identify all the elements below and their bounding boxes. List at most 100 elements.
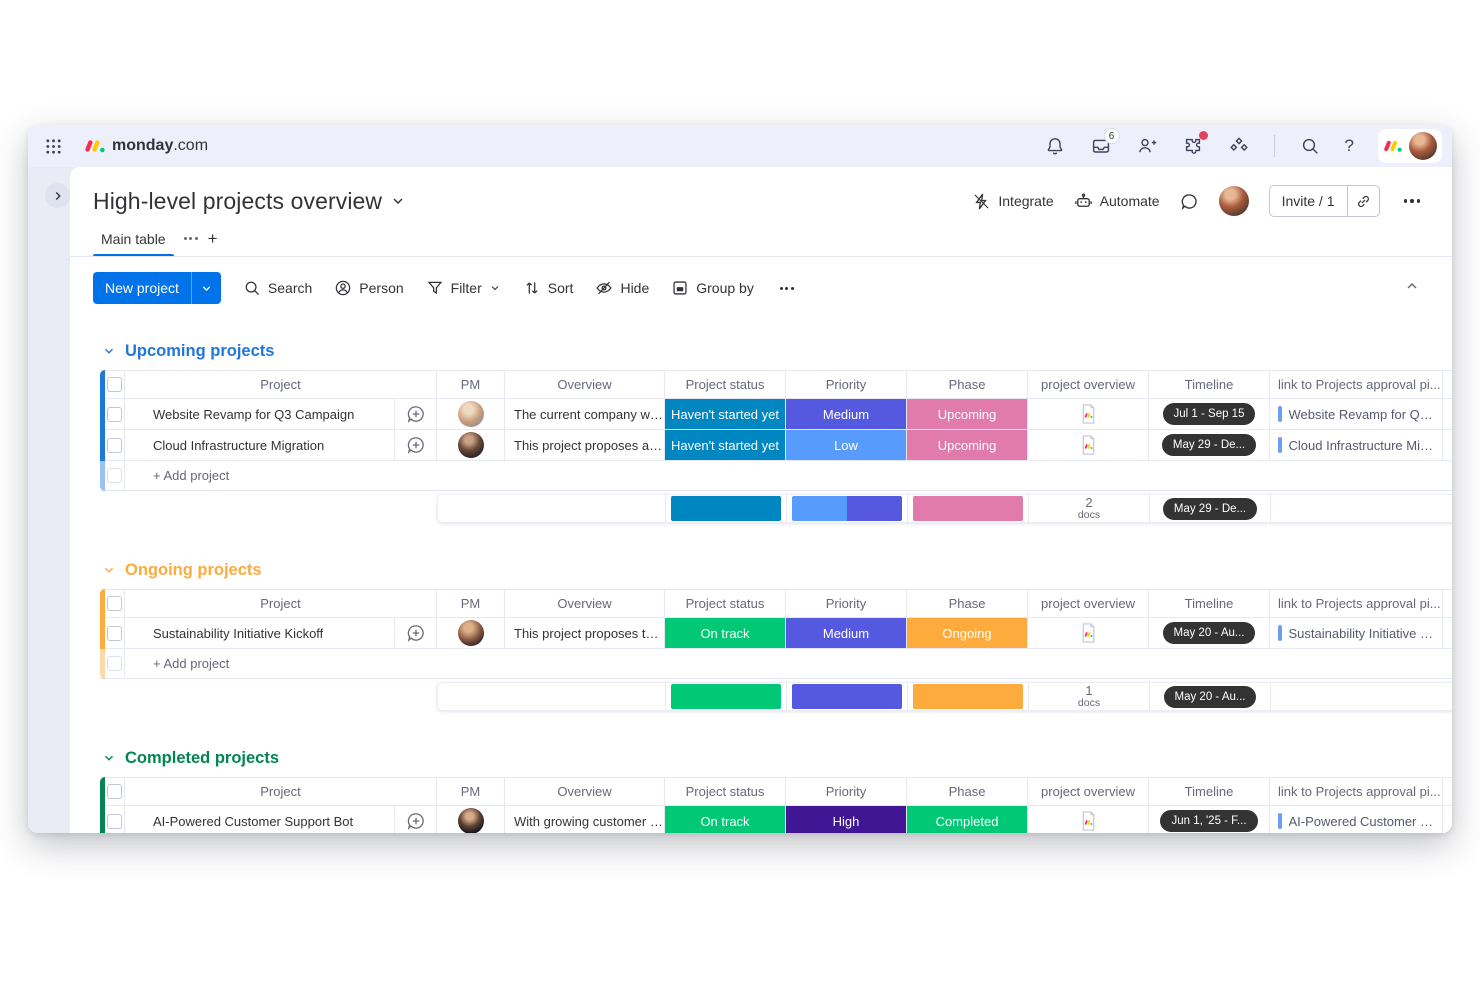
doc-cell[interactable] xyxy=(1028,399,1149,430)
monday-logo[interactable]: monday.com xyxy=(84,135,208,157)
row-checkbox[interactable] xyxy=(107,406,122,422)
overview-cell[interactable]: The current company we... xyxy=(505,399,665,430)
column-header-overview[interactable]: Overview xyxy=(505,370,665,399)
column-header-priority[interactable]: Priority xyxy=(786,370,907,399)
pm-avatar[interactable] xyxy=(457,432,484,458)
status-cell[interactable]: Haven't started yet xyxy=(665,399,786,430)
sort-tool[interactable]: Sort xyxy=(523,279,573,297)
row-checkbox[interactable] xyxy=(107,625,122,641)
add-update-cell[interactable] xyxy=(395,430,437,461)
search-tool[interactable]: Search xyxy=(243,279,312,297)
overview-cell[interactable]: This project proposes a c... xyxy=(505,430,665,461)
row-checkbox[interactable] xyxy=(107,437,122,453)
column-header-phase[interactable]: Phase xyxy=(907,370,1028,399)
column-header-phase[interactable]: Phase xyxy=(907,777,1028,806)
add-update-cell[interactable] xyxy=(395,806,437,833)
column-header-truncated[interactable] xyxy=(1443,777,1452,806)
column-header-phase[interactable]: Phase xyxy=(907,589,1028,618)
column-header-status[interactable]: Project status xyxy=(665,370,786,399)
new-project-dropdown[interactable] xyxy=(190,272,221,304)
timeline-pill[interactable]: Jun 1, '25 - F... xyxy=(1160,810,1258,832)
overview-cell[interactable]: With growing customer s... xyxy=(505,806,665,833)
column-header-truncated[interactable] xyxy=(1443,589,1452,618)
filter-tool[interactable]: Filter xyxy=(426,279,501,297)
add-update-cell[interactable] xyxy=(395,618,437,649)
invite-members-icon[interactable] xyxy=(1136,135,1158,157)
timeline-pill[interactable]: Jul 1 - Sep 15 xyxy=(1162,403,1256,425)
project-name-cell[interactable]: Website Revamp for Q3 Campaign xyxy=(125,399,395,430)
column-header-project[interactable]: Project xyxy=(125,589,437,618)
tab-main-table[interactable]: Main table xyxy=(93,227,174,256)
priority-cell[interactable]: Medium xyxy=(786,399,907,430)
select-all-checkbox[interactable] xyxy=(107,596,122,611)
column-header-link[interactable]: link to Projects approval pi... xyxy=(1270,370,1443,399)
pm-avatar[interactable] xyxy=(457,401,484,427)
row-checkbox[interactable] xyxy=(107,656,122,671)
invite-button[interactable]: Invite / 1 xyxy=(1281,193,1335,209)
column-header-overview[interactable]: Overview xyxy=(505,589,665,618)
status-cell[interactable]: Haven't started yet xyxy=(665,430,786,461)
pm-cell[interactable] xyxy=(437,430,505,461)
column-header-project[interactable]: Project xyxy=(125,370,437,399)
column-header-priority[interactable]: Priority xyxy=(786,777,907,806)
doc-cell[interactable] xyxy=(1028,618,1149,649)
column-header-pm[interactable]: PM xyxy=(437,370,505,399)
timeline-pill[interactable]: May 20 - Au... xyxy=(1162,622,1256,644)
phase-cell[interactable]: Upcoming xyxy=(907,430,1028,461)
hide-tool[interactable]: Hide xyxy=(595,279,649,297)
status-cell[interactable]: On track xyxy=(665,618,786,649)
column-header-project[interactable]: Project xyxy=(125,777,437,806)
pm-cell[interactable] xyxy=(437,618,505,649)
column-header-truncated[interactable] xyxy=(1443,370,1452,399)
board-title[interactable]: High-level projects overview xyxy=(93,188,406,215)
search-icon[interactable] xyxy=(1299,135,1321,157)
column-header-link[interactable]: link to Projects approval pi... xyxy=(1270,589,1443,618)
expand-sidebar-button[interactable] xyxy=(45,183,70,208)
board-chat-button[interactable] xyxy=(1180,192,1199,211)
overview-cell[interactable]: This project proposes the... xyxy=(505,618,665,649)
column-header-doc[interactable]: project overview xyxy=(1028,370,1149,399)
status-cell[interactable]: On track xyxy=(665,806,786,833)
priority-cell[interactable]: High xyxy=(786,806,907,833)
project-name-cell[interactable]: AI-Powered Customer Support Bot xyxy=(125,806,395,833)
link-cell[interactable]: AI-Powered Customer Supp... xyxy=(1270,806,1443,833)
board-owner-avatar[interactable] xyxy=(1218,186,1249,216)
row-checkbox[interactable] xyxy=(107,468,122,483)
pm-avatar[interactable] xyxy=(457,808,484,833)
column-header-priority[interactable]: Priority xyxy=(786,589,907,618)
project-name-cell[interactable]: Sustainability Initiative Kickoff xyxy=(125,618,395,649)
column-header-pm[interactable]: PM xyxy=(437,589,505,618)
new-project-button[interactable]: New project xyxy=(93,272,221,304)
column-header-doc[interactable]: project overview xyxy=(1028,777,1149,806)
toolbar-more-menu[interactable] xyxy=(776,283,798,294)
link-cell[interactable]: Website Revamp for Q3 Ca... xyxy=(1270,399,1443,430)
select-all-checkbox[interactable] xyxy=(107,784,122,799)
pm-cell[interactable] xyxy=(437,806,505,833)
phase-cell[interactable]: Upcoming xyxy=(907,399,1028,430)
column-header-pm[interactable]: PM xyxy=(437,777,505,806)
group-title[interactable]: Completed projects xyxy=(102,747,1452,769)
add-project-button[interactable]: + Add project xyxy=(125,461,1452,491)
help-icon[interactable]: ? xyxy=(1344,136,1354,155)
user-avatar[interactable] xyxy=(1409,132,1437,160)
group-title[interactable]: Upcoming projects xyxy=(102,340,1452,362)
row-checkbox[interactable] xyxy=(107,813,122,829)
board-options-menu[interactable] xyxy=(1400,195,1425,207)
phase-cell[interactable]: Ongoing xyxy=(907,618,1028,649)
tab-options-icon[interactable] xyxy=(183,237,198,246)
pm-cell[interactable] xyxy=(437,399,505,430)
link-cell[interactable]: Cloud Infrastructure Migrati... xyxy=(1270,430,1443,461)
person-filter-tool[interactable]: Person xyxy=(334,279,404,297)
automate-button[interactable]: Automate xyxy=(1074,192,1160,211)
column-header-link[interactable]: link to Projects approval pi... xyxy=(1270,777,1443,806)
add-project-button[interactable]: + Add project xyxy=(125,649,1452,679)
column-header-overview[interactable]: Overview xyxy=(505,777,665,806)
priority-cell[interactable]: Medium xyxy=(786,618,907,649)
products-switcher-icon[interactable] xyxy=(1228,135,1250,157)
select-all-checkbox[interactable] xyxy=(107,377,122,392)
pm-avatar[interactable] xyxy=(457,620,484,646)
copy-link-button[interactable] xyxy=(1346,186,1379,216)
notifications-bell-icon[interactable] xyxy=(1044,135,1066,157)
column-header-status[interactable]: Project status xyxy=(665,777,786,806)
add-view-button[interactable]: + xyxy=(207,228,218,248)
